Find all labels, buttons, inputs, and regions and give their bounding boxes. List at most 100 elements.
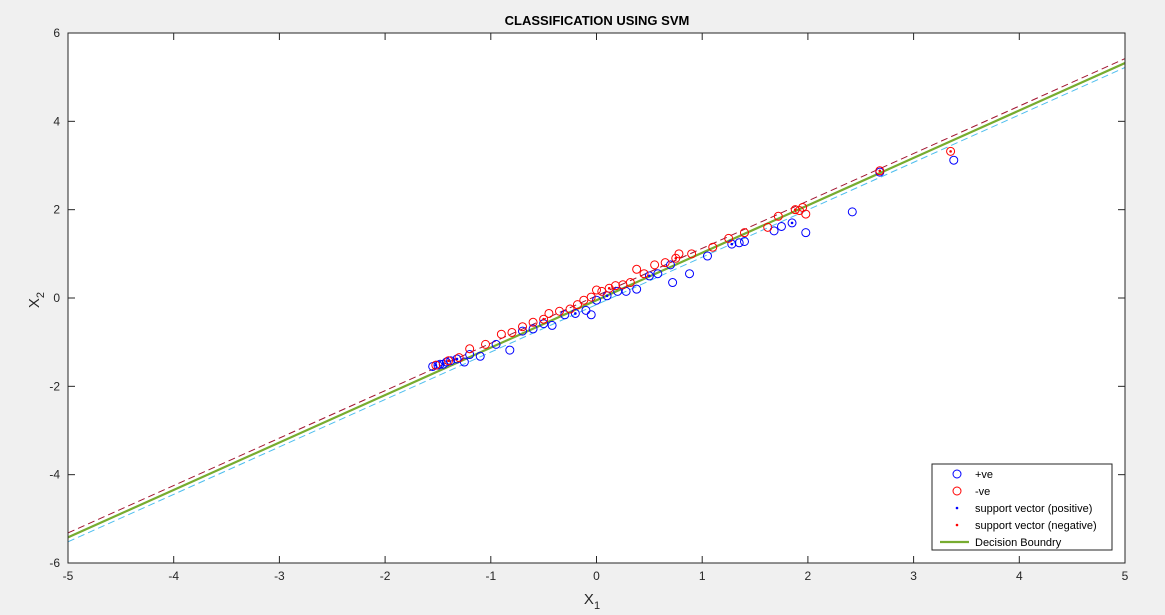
x-tick-label: -1: [485, 569, 496, 583]
positive-point: [491, 339, 501, 349]
positive-point: [653, 269, 663, 279]
y-tick-label: 6: [53, 26, 60, 40]
negative-point: [801, 209, 811, 219]
x-tick-label: 4: [1016, 569, 1023, 583]
positive-point: [801, 228, 811, 238]
legend-marker-circle: [952, 469, 962, 479]
legend-entry: Decision Boundry: [940, 537, 1062, 549]
x-tick-label: -5: [63, 569, 74, 583]
x-tick-label: 3: [910, 569, 917, 583]
chart-title: CLASSIFICATION USING SVM: [505, 13, 690, 28]
positive-point: [459, 357, 469, 367]
positive-point: [570, 308, 580, 318]
negative-point: [592, 285, 601, 295]
positive-point: [668, 278, 678, 288]
support-positive-point: [574, 312, 577, 315]
legend-label: +ve: [975, 469, 993, 481]
positive-point: [632, 284, 642, 294]
positive-point: [739, 236, 749, 246]
positive-point: [734, 238, 744, 248]
positive-point: [665, 260, 675, 270]
positive-point: [644, 271, 654, 281]
negative-point: [518, 322, 528, 332]
legend-label: Decision Boundry: [975, 537, 1062, 549]
negative-point: [465, 344, 475, 354]
legend-box: [931, 463, 1113, 551]
support-positive-point: [790, 221, 794, 225]
x-axis-label-subscript: 1: [594, 600, 600, 612]
negative-point: [597, 286, 607, 296]
support-positive-point: [455, 357, 459, 361]
negative-point: [481, 339, 491, 349]
negative-point: [660, 258, 670, 268]
legend-marker-dot: [955, 523, 959, 527]
positive-point: [586, 310, 596, 320]
y-tick-label: -6: [49, 556, 60, 570]
positive-point: [441, 357, 451, 367]
support-positive-point: [605, 294, 609, 298]
legend-label: -ve: [975, 486, 990, 498]
x-tick-label: 2: [805, 569, 812, 583]
positive-point: [547, 320, 557, 330]
legend-entry: support vector (positive): [955, 503, 1092, 515]
positive-point: [592, 295, 601, 305]
negative-point: [454, 353, 464, 363]
y-tick-label: -4: [49, 468, 60, 482]
negative-point: [724, 233, 734, 243]
x-tick-label: -3: [274, 569, 285, 583]
y-tick-label: 2: [53, 203, 60, 217]
y-axis-label-subscript: 2: [35, 292, 47, 298]
negative-point: [708, 242, 718, 252]
negative-point: [444, 356, 454, 366]
legend-marker-dot: [955, 506, 959, 510]
negative-point: [579, 295, 589, 305]
positive-point: [702, 251, 712, 261]
negative-point: [555, 306, 565, 316]
negative-point: [586, 292, 596, 302]
positive-point: [505, 345, 515, 355]
positive-point: [452, 354, 462, 364]
x-axis-ticks: -5 -4 -3 -2 -1 0 1 2 3 4 5: [63, 33, 1129, 583]
negative-point: [625, 278, 635, 288]
support-negative-point: [949, 150, 952, 153]
y-tick-label: 0: [53, 291, 60, 305]
x-tick-label: 5: [1122, 569, 1129, 583]
x-tick-label: -2: [380, 569, 391, 583]
margin-negative-line: [68, 58, 1125, 534]
support-negative-point: [607, 286, 611, 290]
negative-point: [611, 281, 621, 291]
negative-point: [946, 146, 956, 156]
positive-point: [465, 350, 475, 360]
negative-point: [507, 327, 517, 337]
decision-boundary-line: [68, 62, 1125, 539]
positive-point: [776, 221, 786, 231]
y-tick-label: 4: [53, 114, 60, 128]
negative-point: [539, 314, 549, 324]
negative-point: [674, 249, 684, 259]
x-tick-label: 0: [593, 569, 600, 583]
support-positive-point: [434, 363, 438, 367]
margin-positive-line: [68, 66, 1125, 543]
negative-point: [544, 308, 554, 318]
support-positive-point: [441, 362, 445, 366]
negative-point: [632, 264, 642, 274]
legend: +ve -ve support vector (positive) support v…: [931, 463, 1113, 551]
x-axis-label: X1: [584, 591, 600, 612]
positive-point: [949, 155, 959, 165]
negative-point: [875, 166, 885, 176]
support-negative-point: [447, 359, 450, 363]
support-positive-point: [730, 242, 734, 246]
legend-entry: support vector (negative): [955, 520, 1097, 532]
y-tick-label: -2: [49, 379, 60, 393]
support-negative-point: [878, 169, 882, 173]
x-tick-label: 1: [699, 569, 706, 583]
support-negative-point: [793, 208, 797, 211]
negative-point: [528, 317, 538, 327]
positive-point: [475, 351, 485, 361]
negative-point: [572, 300, 582, 310]
lines-layer: [68, 58, 1125, 543]
positive-point: [518, 326, 528, 336]
negative-point: [739, 228, 749, 238]
negative-point: [773, 211, 783, 221]
